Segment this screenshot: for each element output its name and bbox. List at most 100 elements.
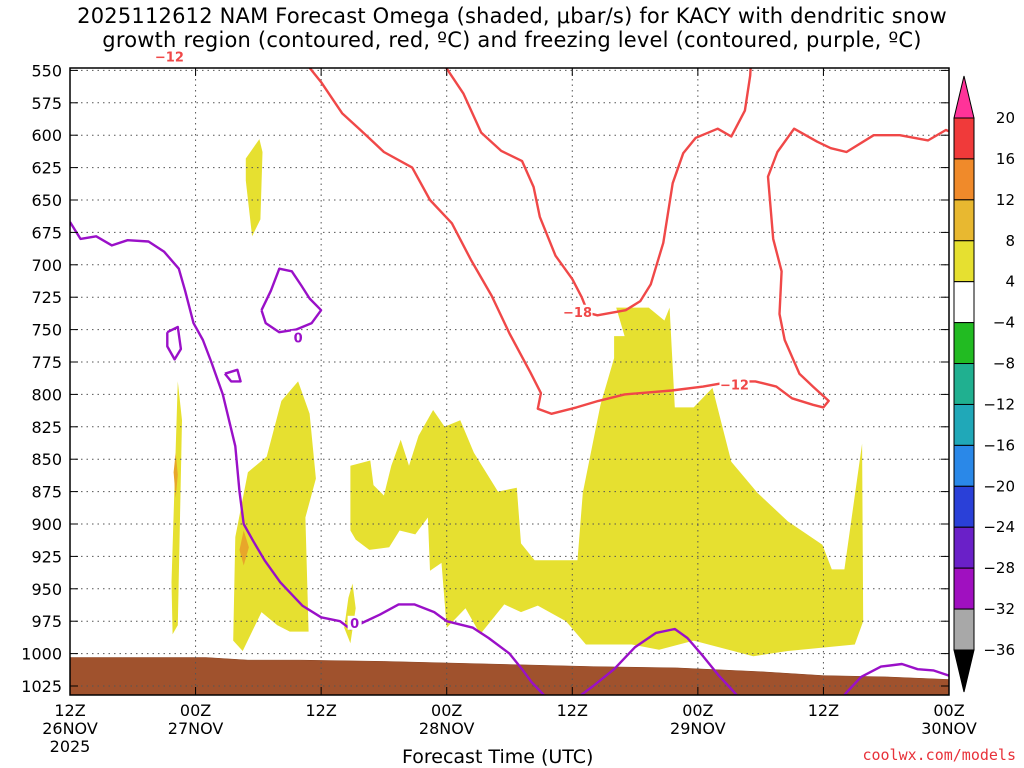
colorbar-bottom-arrow	[953, 649, 975, 693]
grid-lines	[70, 68, 949, 695]
omega_gt4-region-0	[245, 139, 263, 237]
x-tick-label-36: 00Z	[431, 701, 462, 720]
omega_gt4-region-5	[771, 38, 784, 63]
colorbar-top-arrow	[953, 75, 975, 119]
y-tick-label-650: 650	[31, 191, 62, 210]
chart-title: 2025112612 NAM Forecast Omega (shaded, μ…	[0, 4, 1024, 52]
x-tick-label-72: 12Z	[808, 701, 839, 720]
contour-labels: −12 −18 −12 0 0	[154, 49, 750, 632]
x-tick-date-12: 27NOV	[168, 719, 224, 738]
omega_gt4-region-3	[350, 307, 864, 657]
colorbar-label-8: −16	[983, 436, 1015, 454]
colorbar-swatch-2	[953, 199, 975, 242]
contour-label-3: 0	[294, 332, 303, 347]
x-axis-title: Forecast Time (UTC)	[402, 746, 594, 768]
y-tick-label-1025: 1025	[21, 677, 62, 696]
freezing_level_0-line-3	[260, 267, 323, 334]
freezing_level_0-line-1	[579, 627, 739, 695]
y-tick-label-700: 700	[31, 256, 62, 275]
y-tick-label-575: 575	[31, 94, 62, 113]
colorbar-swatch-1	[953, 158, 975, 201]
y-tick-label-975: 975	[31, 612, 62, 631]
dendritic_growth_-12-line-1	[70, 32, 71, 44]
colorbar-label-11: −28	[983, 559, 1015, 577]
credit-text: coolwx.com/models	[862, 746, 1016, 764]
y-tick-label-675: 675	[31, 223, 62, 242]
x-tick-label-24: 12Z	[305, 701, 336, 720]
omega_gt4-region-1	[233, 381, 316, 651]
dendritic_growth_-12-line-0	[308, 68, 949, 415]
chart-title-line-2: growth region (contoured, red, ºC) and f…	[102, 28, 922, 52]
colorbar-label-9: −20	[983, 477, 1015, 495]
freezing_level_0-line-2	[842, 662, 949, 695]
y-tick-label-900: 900	[31, 515, 62, 534]
colorbar-label-12: −32	[983, 600, 1015, 618]
contour-label-bg-4	[347, 615, 362, 630]
omega_gt4-region-2	[171, 381, 182, 635]
colorbar-label-10: −24	[983, 518, 1015, 536]
y-tick-label-950: 950	[31, 580, 62, 599]
y-tick-label-750: 750	[31, 321, 62, 340]
colorbar-swatch-8	[953, 444, 975, 487]
contour-label-0: −12	[155, 50, 184, 65]
y-tick-label-775: 775	[31, 353, 62, 372]
colorbar-swatch-10	[953, 526, 975, 569]
y-tick-label-550: 550	[31, 61, 62, 80]
contour-lines	[70, 32, 949, 695]
y-tick-label-625: 625	[31, 159, 62, 178]
colorbar: 20 16 12 8 4 −4 −8 −12 −16 −20 −24 −28 −32 −36	[953, 75, 1015, 693]
colorbar-label-7: −12	[983, 395, 1015, 413]
contour-label-2: −12	[720, 378, 749, 393]
freezing_level_0-line-5	[223, 368, 242, 383]
x-tick-date-0: 26NOV	[42, 719, 98, 738]
colorbar-label-3: 8	[1005, 232, 1015, 250]
y-tick-label-825: 825	[31, 418, 62, 437]
contour-label-bg-1	[562, 304, 593, 319]
x-tick-date-60: 29NOV	[670, 719, 726, 738]
colorbar-swatch-12	[953, 608, 975, 651]
x-tick-label-60: 00Z	[682, 701, 713, 720]
plot-frame	[69, 67, 950, 696]
y-tick-label-725: 725	[31, 288, 62, 307]
contour-label-bg-2	[719, 377, 750, 392]
contour-label-bg-3	[291, 330, 306, 345]
y-tick-label-800: 800	[31, 385, 62, 404]
x-tick-year-0: 2025	[50, 737, 91, 756]
plot-area	[70, 38, 949, 695]
colorbar-swatch-6	[953, 363, 975, 405]
colorbar-label-13: −36	[983, 641, 1015, 659]
x-tick-date-84: 30NOV	[921, 719, 977, 738]
omega_gt4-region-4	[344, 583, 356, 644]
axes: 550 575 600 625 650 675 700 725 750 775 800 825 850 8…	[21, 61, 977, 756]
contour-label-4: 0	[350, 617, 359, 632]
colorbar-label-0: 20	[996, 109, 1015, 127]
y-tick-label-600: 600	[31, 126, 62, 145]
colorbar-label-2: 12	[996, 191, 1015, 209]
colorbar-label-4: 4	[1005, 273, 1015, 291]
contour-label-1: −18	[563, 306, 592, 321]
x-tick-date-36: 28NOV	[419, 719, 475, 738]
freezing_level_0-line-4	[166, 325, 183, 361]
freezing_level_0-line-0	[70, 221, 546, 695]
y-tick-label-925: 925	[31, 547, 62, 566]
x-tick-label-12: 00Z	[180, 701, 211, 720]
x-tick-label-0: 12Z	[54, 701, 85, 720]
colorbar-label-6: −8	[993, 355, 1015, 373]
dendritic_growth_-18-line-0	[444, 68, 752, 317]
x-tick-label-48: 12Z	[557, 701, 588, 720]
y-tick-label-875: 875	[31, 483, 62, 502]
colorbar-swatch-0	[953, 117, 975, 160]
y-tick-label-1000: 1000	[21, 645, 62, 664]
colorbar-swatch-11	[953, 567, 975, 610]
colorbar-label-1: 16	[996, 150, 1015, 168]
colorbar-swatch-5	[953, 322, 975, 365]
y-tick-label-850: 850	[31, 450, 62, 469]
omega_gt8-region-1	[173, 452, 178, 499]
colorbar-swatch-3	[953, 240, 975, 283]
contour-label-bg-0	[154, 49, 185, 64]
chart-title-line-1: 2025112612 NAM Forecast Omega (shaded, μ…	[77, 4, 947, 28]
x-tick-label-84: 00Z	[933, 701, 964, 720]
colorbar-swatch-7	[953, 403, 975, 446]
colorbar-swatch-4	[953, 281, 975, 324]
